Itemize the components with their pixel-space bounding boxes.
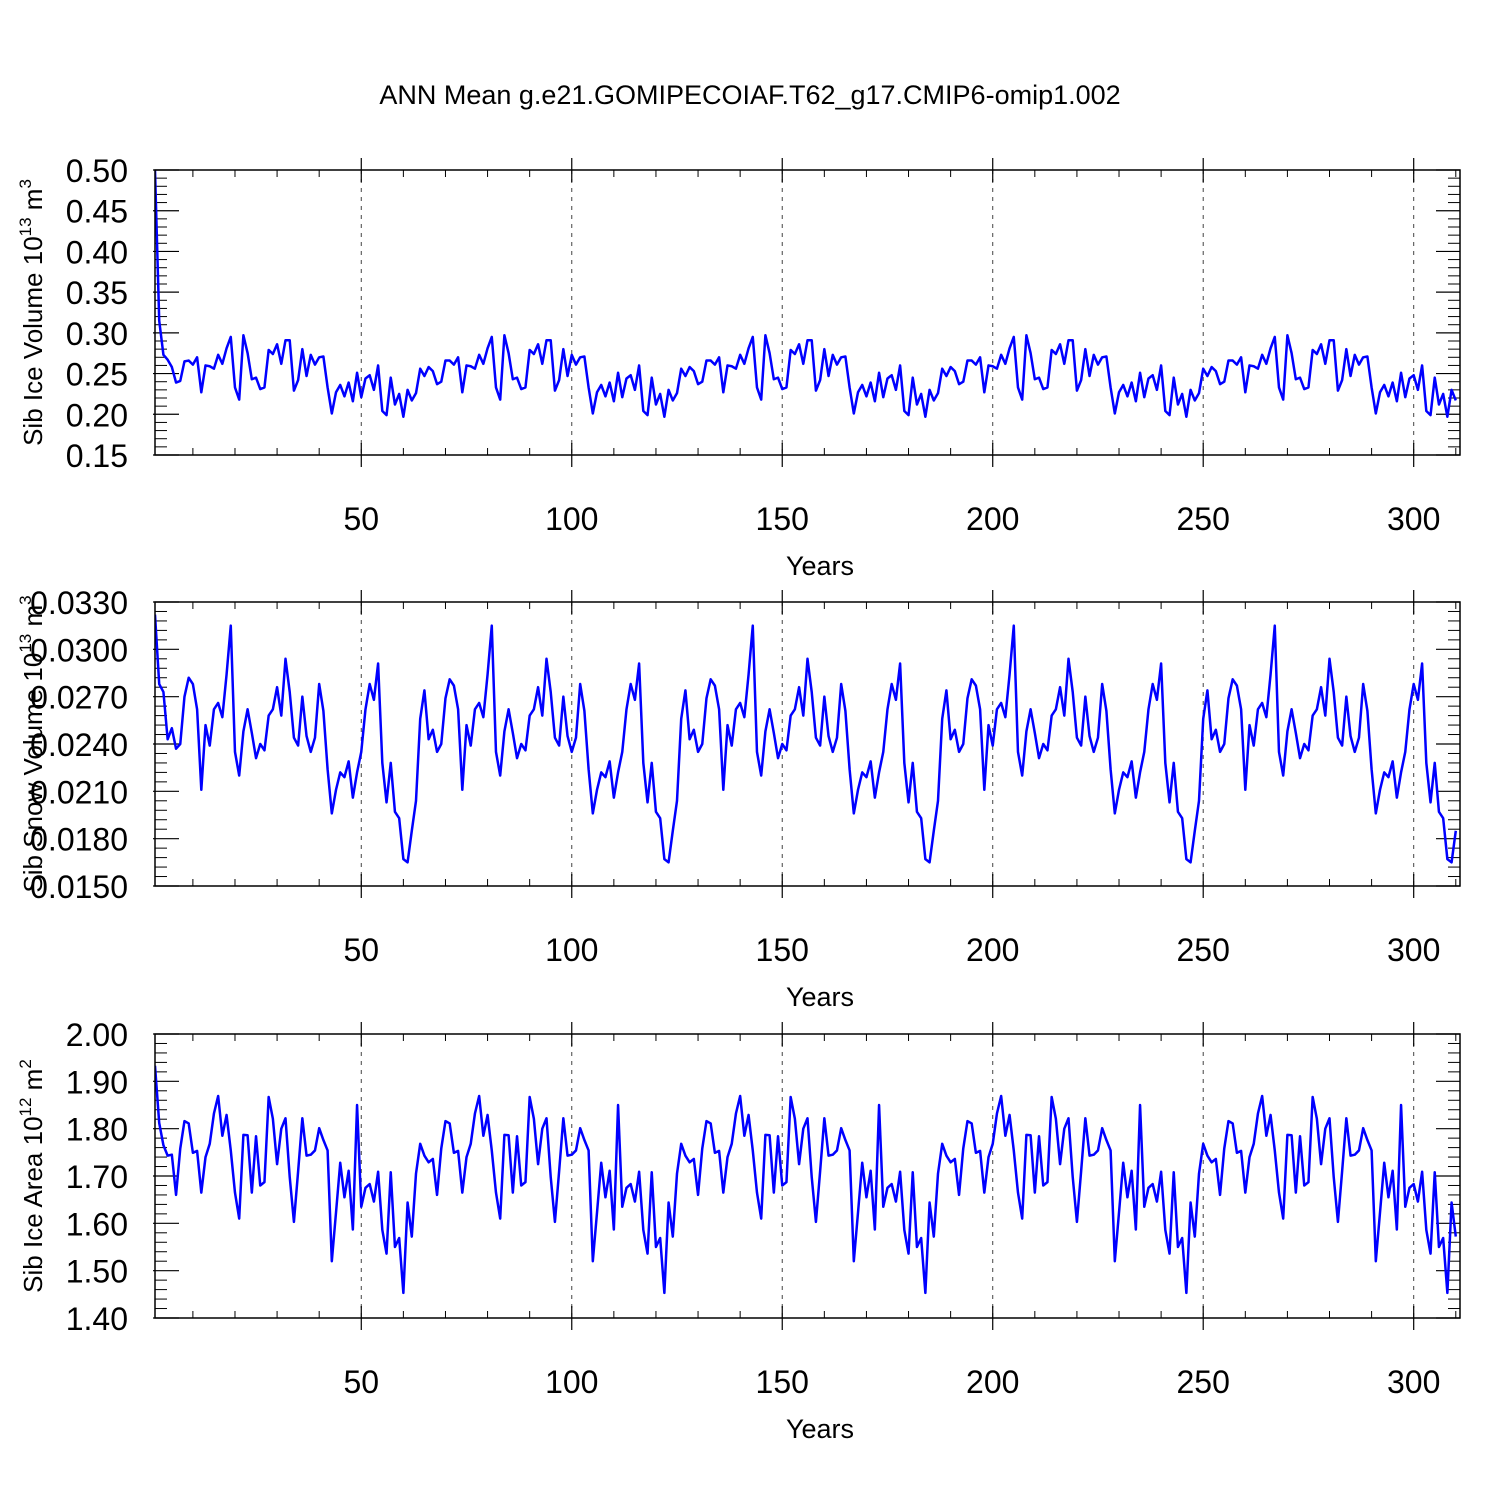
y-tick-label: 2.00: [66, 1017, 128, 1053]
x-tick-label: 200: [966, 1364, 1019, 1400]
x-tick-label: 150: [756, 932, 809, 968]
y-axis-label-main: Sib Ice Area 10: [18, 1116, 48, 1292]
x-tick-label: 250: [1177, 932, 1230, 968]
series-line: [155, 170, 1457, 418]
y-axis-label: Sib Snow Volume 1013 m3: [16, 595, 48, 892]
x-tick-label: 200: [966, 932, 1019, 968]
x-tick-label: 300: [1387, 1364, 1440, 1400]
x-tick-label: 200: [966, 501, 1019, 537]
y-tick-label: 0.0270: [30, 680, 128, 716]
panel-3: 50 100 150 200 250 300 Years 1.40 1.50 1.60 1.70 1.…: [16, 1017, 1461, 1444]
y-tick-label: 1.60: [66, 1206, 128, 1242]
x-tick-label: 50: [343, 1364, 379, 1400]
y-axis-label-unit-exp: 3: [16, 179, 35, 188]
y-tick-label: 1.50: [66, 1254, 128, 1290]
y-axis-label-unit: m: [18, 605, 48, 634]
x-tick-label: 300: [1387, 501, 1440, 537]
series-line: [155, 1065, 1458, 1295]
y-tick-label: 0.15: [66, 438, 128, 474]
plot-frame: [154, 601, 1461, 887]
y-tick-label: 0.50: [66, 153, 128, 189]
y-axis-label-exp: 12: [16, 1098, 35, 1117]
panel-1: 50 100 150 200 250 300 Years 0.15 0.20 0.25 0.30 0.…: [16, 153, 1461, 581]
x-tick-label: 250: [1177, 501, 1230, 537]
y-tick-label: 0.30: [66, 316, 128, 352]
x-tick-label: 50: [343, 932, 379, 968]
y-tick-label: 0.45: [66, 194, 128, 230]
plot-frame: [154, 169, 1461, 456]
x-tick-label: 150: [756, 1364, 809, 1400]
y-tick-label: 1.90: [66, 1064, 128, 1100]
x-tick-label: 50: [343, 501, 379, 537]
y-tick-label: 0.25: [66, 357, 128, 393]
x-tick-label: 100: [545, 932, 598, 968]
y-axis-label-unit: m: [18, 189, 48, 218]
x-tick-label: 250: [1177, 1364, 1230, 1400]
y-axis-label-unit-exp: 3: [16, 595, 35, 604]
y-tick-label: 1.70: [66, 1159, 128, 1195]
y-tick-label: 0.35: [66, 275, 128, 311]
y-axis-label-unit-exp: 2: [16, 1059, 35, 1068]
x-tick-label: 150: [756, 501, 809, 537]
y-axis-label-main: Sib Ice Volume 10: [18, 236, 48, 446]
y-tick-label: 0.40: [66, 234, 128, 270]
y-tick-label: 0.0210: [30, 774, 128, 810]
y-tick-label: 1.80: [66, 1112, 128, 1148]
y-tick-label: 0.0180: [30, 822, 128, 858]
y-tick-label: 0.0240: [30, 727, 128, 763]
y-axis-label-unit: m: [18, 1069, 48, 1098]
y-tick-label: 0.20: [66, 397, 128, 433]
y-tick-label: 0.0330: [30, 585, 128, 621]
x-tick-label: 100: [545, 1364, 598, 1400]
x-tick-label: 100: [545, 501, 598, 537]
y-axis-label-exp: 13: [16, 634, 35, 653]
series-line: [155, 614, 1458, 864]
plot-frame: [154, 1033, 1461, 1319]
panel-2: 50 100 150 200 250 300 Years 0.0150 0.0180 0.0210…: [16, 585, 1461, 1012]
y-axis-label-exp: 13: [16, 217, 35, 236]
y-axis-label: Sib Ice Area 1012 m2: [16, 1059, 48, 1293]
y-tick-label: 0.0150: [30, 869, 128, 905]
y-axis-label: Sib Ice Volume 1013 m3: [16, 179, 48, 446]
x-axis-label: Years: [786, 982, 854, 1012]
x-tick-label: 300: [1387, 932, 1440, 968]
x-axis-label: Years: [786, 1414, 854, 1444]
figure-title: ANN Mean g.e21.GOMIPECOIAF.T62_g17.CMIP6…: [379, 80, 1121, 110]
y-tick-label: 0.0300: [30, 632, 128, 668]
y-axis-label-main: Sib Snow Volume 10: [18, 653, 48, 893]
x-axis-label: Years: [786, 551, 854, 581]
y-tick-label: 1.40: [66, 1301, 128, 1337]
